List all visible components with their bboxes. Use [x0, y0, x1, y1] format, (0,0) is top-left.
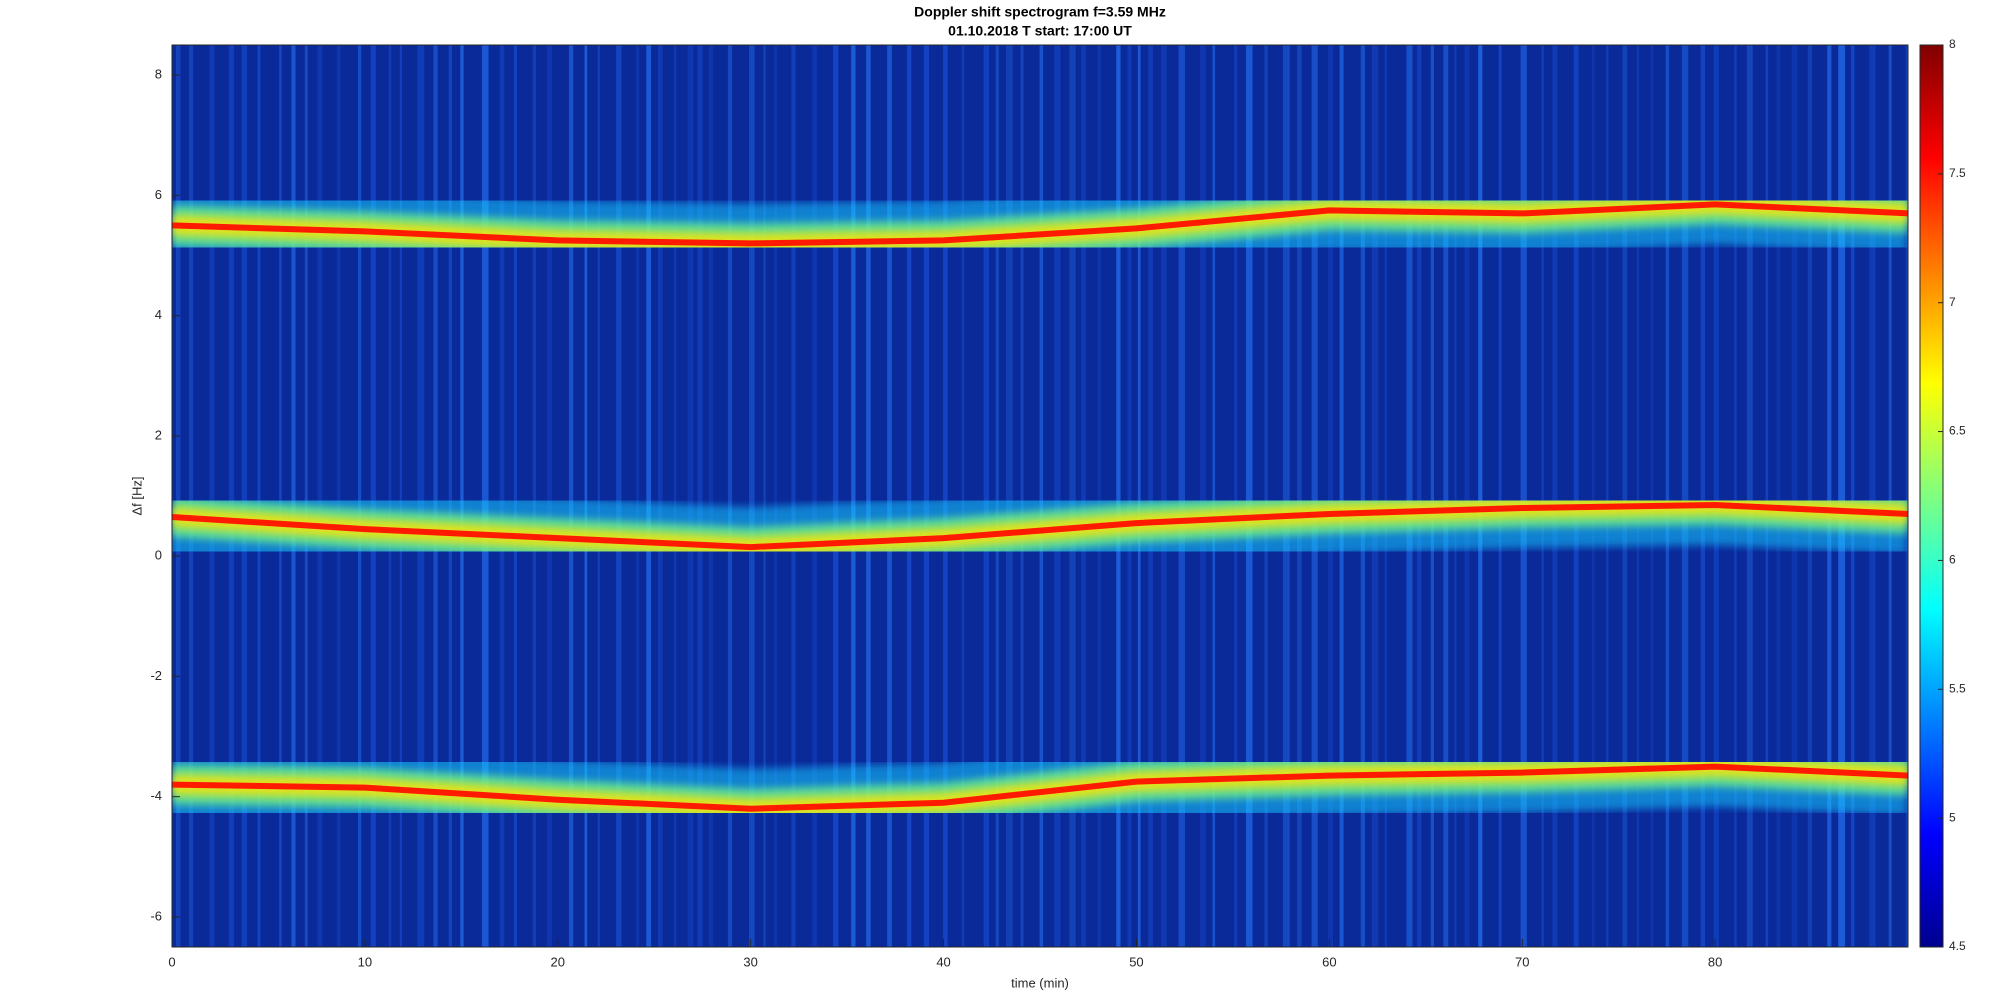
- y-tick-label: 0: [155, 548, 162, 563]
- colorbar-tick-label: 7: [1949, 295, 1956, 309]
- colorbar-tick-label: 8: [1949, 37, 1956, 51]
- y-tick-label: -6: [150, 908, 162, 923]
- streak: [961, 45, 965, 947]
- y-tick-label: 2: [155, 427, 162, 442]
- streak: [687, 45, 694, 947]
- streak: [923, 45, 930, 947]
- colorbar: [1919, 44, 1944, 948]
- colorbar-tick-label: 5.5: [1949, 681, 1966, 695]
- streak: [727, 45, 733, 947]
- x-tick-label: 20: [551, 954, 565, 969]
- axes: 0 10 20 30 40 50 60 70 80 -6 -4 -2 0 2 4 6 8 4.5 5 5.5 6 6.5 7…: [150, 37, 1966, 969]
- streak: [774, 45, 778, 947]
- y-tick-label: 6: [155, 187, 162, 202]
- streak: [812, 45, 817, 947]
- y-tick-label: 4: [155, 307, 162, 322]
- streak: [708, 45, 714, 947]
- chart-title: Doppler shift spectrogram f=3.59 MHz: [914, 4, 1166, 20]
- streak: [851, 45, 856, 947]
- colorbar-tick-label: 7.5: [1949, 166, 1966, 180]
- y-tick-label: -2: [150, 668, 162, 683]
- ridge: [172, 763, 1908, 812]
- ridge: [172, 501, 1908, 551]
- x-tick-label: 40: [936, 954, 950, 969]
- streak: [943, 45, 948, 947]
- y-axis-label: Δf [Hz]: [129, 476, 144, 515]
- x-tick-label: 80: [1708, 954, 1722, 969]
- streak: [547, 45, 552, 947]
- streak: [697, 45, 703, 947]
- streak: [749, 45, 755, 947]
- x-tick-label: 30: [743, 954, 757, 969]
- streak: [833, 45, 839, 947]
- streak: [532, 45, 537, 947]
- streak: [887, 45, 892, 947]
- x-tick-label: 70: [1515, 954, 1529, 969]
- streak: [616, 45, 622, 947]
- streak: [907, 45, 912, 947]
- streak: [597, 45, 600, 947]
- plot-area: [172, 45, 1908, 947]
- streak: [673, 45, 677, 947]
- streak: [791, 45, 796, 947]
- streak: [636, 45, 639, 947]
- colorbar-tick-label: 6.5: [1949, 424, 1966, 438]
- ridge: [172, 201, 1908, 247]
- x-tick-label: 0: [168, 954, 175, 969]
- colorbar-tick-label: 4.5: [1949, 939, 1966, 953]
- y-tick-label: 8: [155, 67, 162, 82]
- chart-subtitle: 01.10.2018 T start: 17:00 UT: [948, 23, 1132, 39]
- streak: [763, 45, 766, 947]
- colorbar-tick-label: 5: [1949, 810, 1956, 824]
- x-tick-label: 50: [1129, 954, 1143, 969]
- streak: [646, 45, 652, 947]
- y-tick-label: -4: [150, 788, 162, 803]
- streak: [513, 45, 517, 947]
- streak: [658, 45, 663, 947]
- x-axis-label: time (min): [1011, 975, 1069, 990]
- x-tick-label: 10: [358, 954, 372, 969]
- streak: [584, 45, 588, 947]
- streak: [866, 45, 871, 947]
- x-tick-label: 60: [1322, 954, 1336, 969]
- streak: [568, 45, 574, 947]
- colorbar-tick-label: 6: [1949, 553, 1956, 567]
- plot-frame: [171, 44, 1909, 948]
